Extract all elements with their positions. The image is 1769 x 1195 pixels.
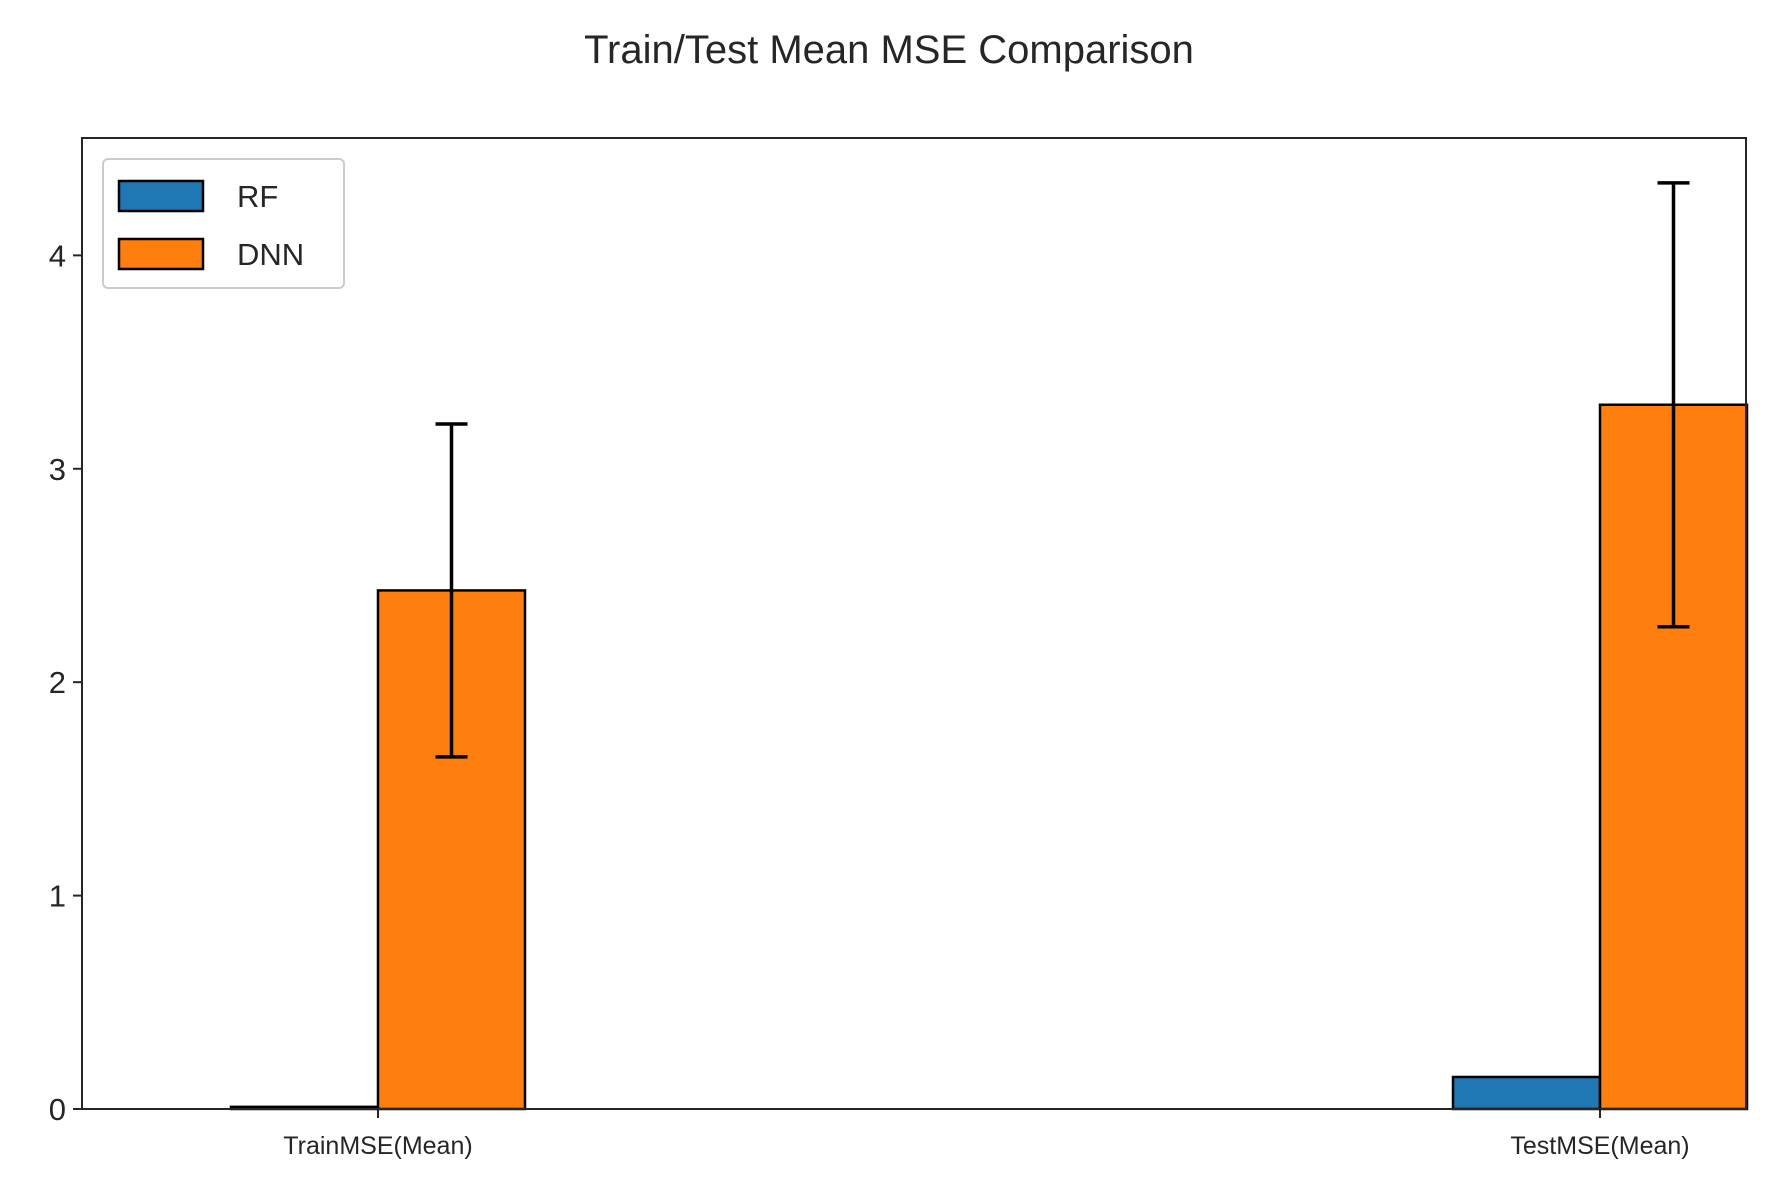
legend-label-rf: RF (237, 179, 278, 214)
y-tick-label: 0 (49, 1092, 66, 1127)
y-tick-label: 1 (49, 879, 66, 914)
y-tick-label: 3 (49, 452, 66, 487)
legend: RF DNN (102, 158, 345, 289)
legend-label-dnn: DNN (237, 237, 304, 272)
error-bar-dnn (1657, 181, 1690, 629)
legend-swatch-rf (117, 179, 205, 213)
x-tick-label: TestMSE(Mean) (1510, 1132, 1689, 1160)
x-tick-label: TrainMSE(Mean) (283, 1132, 472, 1160)
error-bar-dnn (435, 422, 468, 759)
chart-title: Train/Test Mean MSE Comparison (584, 28, 1194, 72)
plot-area: 0 1 2 3 4 TrainMSE(Mean) TestMSE(Mean) (49, 137, 1749, 1160)
legend-swatch-dnn (117, 237, 205, 271)
y-tick-label: 2 (49, 665, 66, 700)
bar-rf (1451, 1075, 1602, 1111)
y-tick-label: 4 (49, 238, 66, 273)
axes-frame (81, 137, 1747, 1110)
